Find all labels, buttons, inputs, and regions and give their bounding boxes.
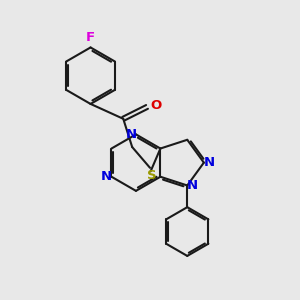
Text: F: F bbox=[86, 31, 95, 44]
Text: N: N bbox=[187, 179, 198, 192]
Text: N: N bbox=[126, 128, 137, 141]
Text: S: S bbox=[147, 169, 156, 182]
Text: N: N bbox=[100, 170, 112, 183]
Text: O: O bbox=[150, 99, 161, 112]
Text: N: N bbox=[203, 156, 214, 169]
